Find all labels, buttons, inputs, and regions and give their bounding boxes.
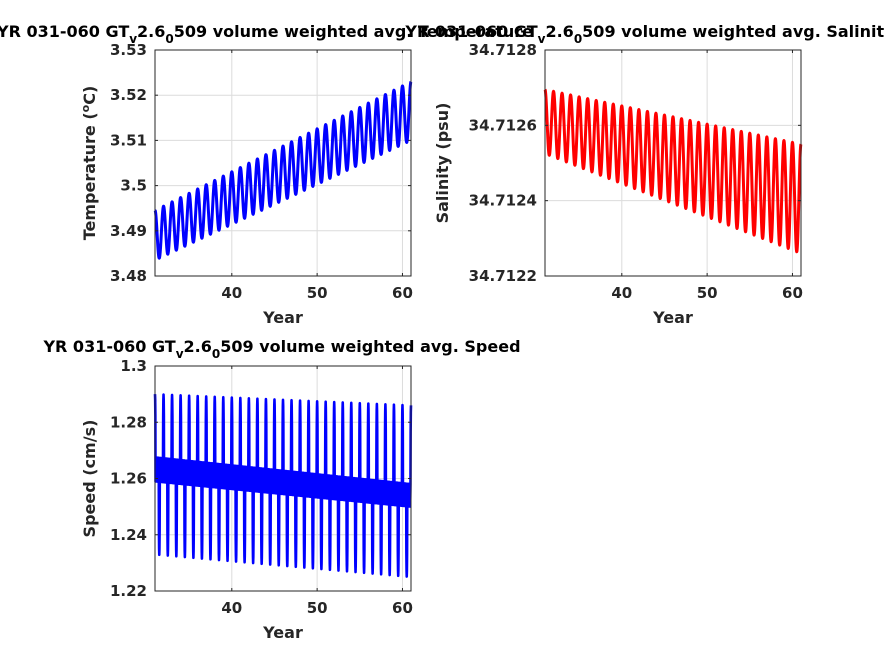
x-tick-label: 40 xyxy=(221,284,242,302)
chart-title: YR 031-060 GTv2.60509 volume weighted av… xyxy=(42,337,520,361)
y-tick-label: 3.53 xyxy=(110,41,147,59)
x-tick-label: 40 xyxy=(611,284,632,302)
x-tick-label: 50 xyxy=(697,284,718,302)
y-tick-label: 3.49 xyxy=(110,222,147,240)
y-tick-label: 1.22 xyxy=(110,582,147,600)
y-tick-label: 34.7124 xyxy=(469,192,537,210)
y-tick-label: 3.52 xyxy=(110,86,147,104)
axes-frame xyxy=(154,49,412,277)
y-tick-label: 1.28 xyxy=(110,413,147,431)
x-tick-label: 40 xyxy=(221,599,242,617)
plot-area xyxy=(155,50,411,276)
x-tick-label: 50 xyxy=(307,599,328,617)
x-axis-label: Year xyxy=(262,623,303,642)
x-axis-label: Year xyxy=(652,308,693,327)
y-tick-label: 34.7126 xyxy=(469,116,537,134)
x-tick-label: 60 xyxy=(392,284,413,302)
y-axis-label: Temperature (oC) xyxy=(79,86,99,241)
chart-title: YR 031-060 GTv2.60509 volume weighted av… xyxy=(404,22,884,46)
series-line xyxy=(153,393,413,578)
y-tick-label: 34.7122 xyxy=(469,267,537,285)
series-line xyxy=(543,88,803,254)
chart-salt: 40 50 60 34.7122 34.7124 34.7126 34.7128 Year Sa… xyxy=(433,41,803,327)
y-tick-label: 3.48 xyxy=(110,267,147,285)
y-tick-label: 34.7128 xyxy=(469,41,537,59)
x-axis-label: Year xyxy=(262,308,303,327)
y-tick-label: 1.3 xyxy=(120,357,147,375)
title-salt: YR 031-060 GTv2.60509 volume weighted av… xyxy=(404,22,884,46)
chart-temp: 40 50 60 3.48 3.49 3.5 3.51 3.52 3.53 Year Tempera… xyxy=(79,41,413,327)
chart-title: YR 031-060 GTv2.60509 volume weighted av… xyxy=(0,22,533,46)
axes-frame xyxy=(544,49,802,277)
chart-speed: 40 50 60 1.22 1.24 1.26 1.28 1.3 Year Speed (cm/s… xyxy=(80,357,413,642)
y-tick-label: 1.24 xyxy=(110,526,147,544)
y-tick-label: 3.51 xyxy=(110,131,147,149)
y-axis-label: Salinity (psu) xyxy=(433,103,452,224)
series-line xyxy=(153,80,413,260)
y-tick-label: 3.5 xyxy=(120,177,147,195)
title-speed: YR 031-060 GTv2.60509 volume weighted av… xyxy=(42,337,520,361)
x-tick-label: 60 xyxy=(782,284,803,302)
y-axis-label: Speed (cm/s) xyxy=(80,420,99,538)
title-temp: YR 031-060 GTv2.60509 volume weighted av… xyxy=(0,22,533,46)
x-tick-label: 50 xyxy=(307,284,328,302)
x-tick-label: 60 xyxy=(392,599,413,617)
y-tick-label: 1.26 xyxy=(110,470,147,488)
